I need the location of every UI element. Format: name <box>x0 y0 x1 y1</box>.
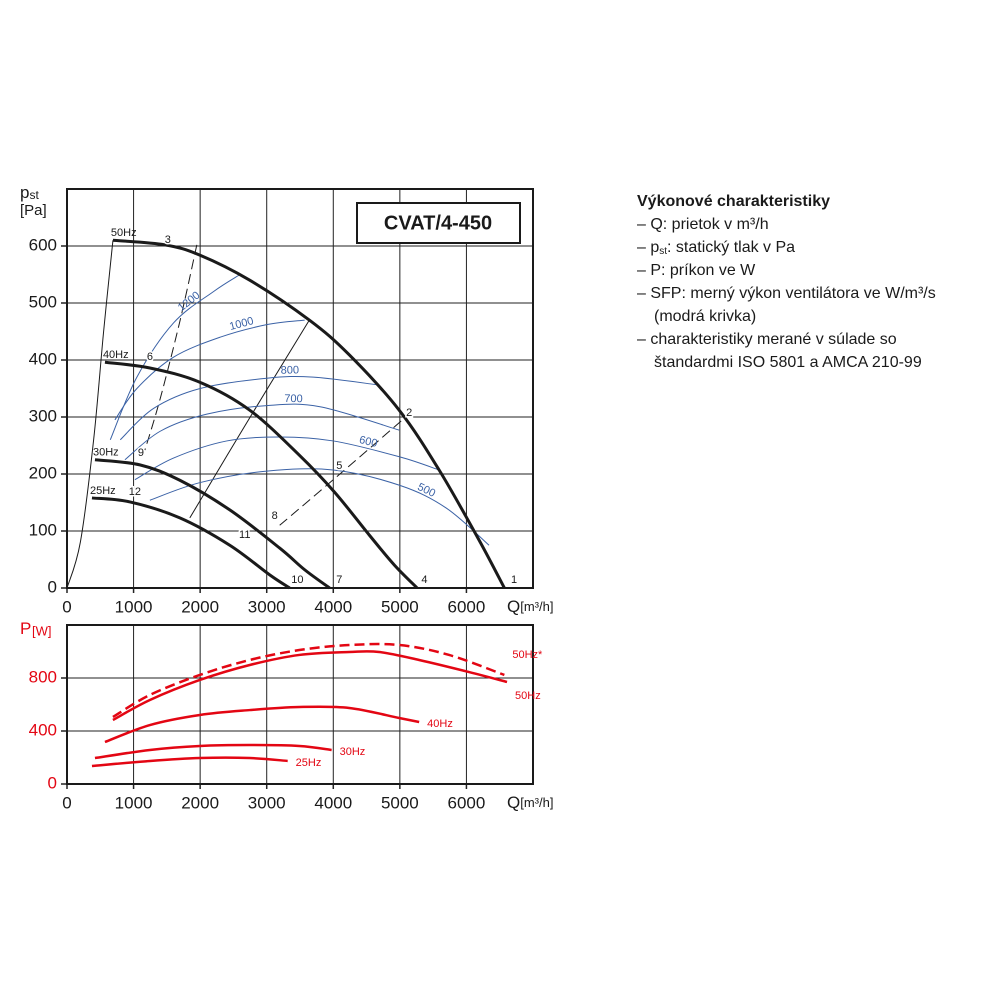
chart-title: CVAT/4-450 <box>384 212 492 234</box>
sfp-curve <box>149 468 490 546</box>
y-tick-label: 400 <box>29 720 57 739</box>
description-item: – charakteristiky merané v súlade so <box>637 331 897 348</box>
y-tick-label: 400 <box>29 349 57 368</box>
point-label: 7 <box>336 574 342 586</box>
x-tick-label: 1000 <box>115 597 153 616</box>
description-item: (modrá krivka) <box>654 308 757 325</box>
sfp-curve <box>119 375 380 441</box>
series-line <box>112 650 508 722</box>
series-label: 50Hz <box>515 690 541 702</box>
point-label: 5 <box>336 460 342 472</box>
reference-line <box>189 319 310 519</box>
sfp-curve <box>124 403 400 461</box>
x-tick-label: 5000 <box>381 597 419 616</box>
text: : statický tlak v Pa <box>667 239 796 256</box>
description-item: – Q: prietok v m³/h <box>637 216 769 233</box>
plot-frame <box>66 624 534 785</box>
series-label: 30Hz <box>340 746 366 758</box>
reference-line <box>144 244 198 451</box>
y-tick-label: 300 <box>29 406 57 425</box>
y-unit: [W] <box>32 623 52 638</box>
description-item: – pst: statický tlak v Pa <box>637 236 936 259</box>
series-label: 40Hz <box>427 718 453 730</box>
sfp-label: 700 <box>284 393 303 405</box>
y-label-sub: st <box>29 188 39 202</box>
x-tick-label: 0 <box>62 597 71 616</box>
point-label: 9 <box>138 447 144 459</box>
y-tick-label: 200 <box>29 463 57 482</box>
y-tick-label: 0 <box>48 577 57 596</box>
x-axis-label: Q[m³/h] <box>507 597 553 616</box>
sfp-curve <box>114 319 305 421</box>
subscript: st <box>659 246 668 257</box>
point-label: 6 <box>147 351 153 363</box>
y-tick-label: 100 <box>29 520 57 539</box>
x-tick-label: 6000 <box>448 597 486 616</box>
description: Výkonové charakteristiky – Q: prietok v … <box>637 190 936 374</box>
sfp-label: 500 <box>415 481 437 500</box>
point-label: 11 <box>239 529 250 541</box>
y-label: p <box>20 183 29 202</box>
sfp-label: 600 <box>358 434 379 450</box>
x-tick-label: 4000 <box>314 597 352 616</box>
point-label: 4 <box>421 574 427 586</box>
y-tick-label: 500 <box>29 292 57 311</box>
text: – p <box>637 239 660 256</box>
point-label: 1 <box>511 574 517 586</box>
x-tick-label: 2000 <box>181 793 219 812</box>
description-item: štandardmi ISO 5801 a AMCA 210-99 <box>654 354 922 371</box>
series-line <box>94 458 331 590</box>
x-axis-label: Q[m³/h] <box>507 793 553 812</box>
x-unit: [m³/h] <box>520 795 553 810</box>
x-label: Q <box>507 793 520 812</box>
series-label: 50Hz* <box>512 649 543 661</box>
series-line <box>112 238 506 589</box>
y-axis-label: pst <box>20 183 39 202</box>
x-tick-label: 4000 <box>314 793 352 812</box>
y-tick-label: 0 <box>48 773 57 792</box>
y-tick-label: 800 <box>29 667 57 686</box>
series-line <box>112 642 505 719</box>
x-tick-label: 0 <box>62 793 71 812</box>
series-label: 40Hz <box>103 349 129 361</box>
series-label: 30Hz <box>93 447 119 459</box>
x-tick-label: 3000 <box>248 597 286 616</box>
reference-line <box>66 240 114 589</box>
sfp-curve <box>109 274 241 440</box>
point-label: 10 <box>291 574 303 586</box>
sfp-label: 1200 <box>176 289 203 314</box>
series-label: 25Hz <box>90 485 116 497</box>
series-line <box>104 705 420 744</box>
y-label: P <box>20 619 31 638</box>
series-label: 25Hz <box>296 757 322 769</box>
y-axis-label: P <box>20 619 31 638</box>
x-tick-label: 5000 <box>381 793 419 812</box>
series-line <box>91 496 291 590</box>
series-line <box>91 756 288 768</box>
x-unit: [m³/h] <box>520 599 553 614</box>
y-tick-label: 600 <box>29 235 57 254</box>
x-tick-label: 1000 <box>115 793 153 812</box>
x-tick-label: 6000 <box>448 793 486 812</box>
sfp-label: 800 <box>281 364 300 376</box>
point-label: 3 <box>165 234 171 246</box>
series-line <box>94 743 332 760</box>
y-unit: [Pa] <box>20 202 47 219</box>
x-tick-label: 3000 <box>248 793 286 812</box>
description-title: Výkonové charakteristiky <box>637 193 830 210</box>
point-label: 12 <box>129 486 141 498</box>
series-label: 50Hz <box>111 227 137 239</box>
reference-line <box>279 417 405 526</box>
point-label: 8 <box>272 510 278 522</box>
title-box <box>356 202 521 244</box>
plot-frame <box>66 188 534 589</box>
point-label: 2 <box>406 407 412 419</box>
series-line <box>104 360 419 590</box>
description-item: – P: príkon ve W <box>637 262 756 279</box>
x-label: Q <box>507 597 520 616</box>
description-item: – SFP: merný výkon ventilátora ve W/m³/s <box>637 285 936 302</box>
x-tick-label: 2000 <box>181 597 219 616</box>
